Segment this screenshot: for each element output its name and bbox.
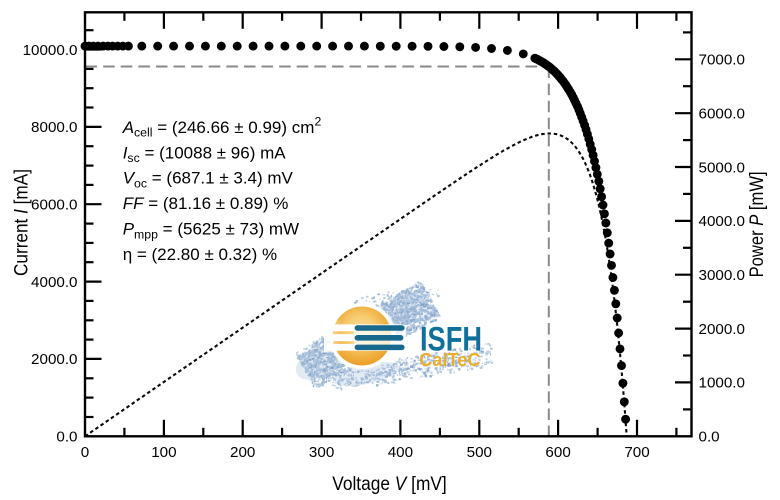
svg-text:7000.0: 7000.0 (699, 52, 745, 69)
svg-text:500: 500 (467, 444, 492, 461)
svg-text:Pmpp = (5625 ± 73) mW: Pmpp = (5625 ± 73) mW (123, 220, 299, 242)
svg-text:6000.0: 6000.0 (699, 106, 745, 123)
svg-text:6000.0: 6000.0 (31, 197, 77, 214)
svg-text:5000.0: 5000.0 (699, 159, 745, 176)
svg-text:4000.0: 4000.0 (31, 274, 77, 291)
svg-text:Isc = (10088 ± 96) mA: Isc = (10088 ± 96) mA (123, 143, 287, 165)
svg-text:10000.0: 10000.0 (23, 42, 78, 59)
svg-text:Acell = (246.66 ± 0.99) cm2: Acell = (246.66 ± 0.99) cm2 (122, 114, 322, 139)
svg-text:FF = (81.16 ± 0.89) %: FF = (81.16 ± 0.89) % (123, 194, 289, 213)
svg-text:4000.0: 4000.0 (699, 213, 745, 230)
svg-text:300: 300 (309, 444, 334, 461)
svg-text:0.0: 0.0 (699, 429, 720, 446)
svg-text:Current I [mA]: Current I [mA] (11, 169, 33, 276)
svg-text:η = (22.80 ± 0.32) %: η = (22.80 ± 0.32) % (123, 245, 277, 264)
svg-text:2000.0: 2000.0 (699, 321, 745, 338)
svg-text:ISFH: ISFH (420, 320, 482, 358)
svg-text:Voc = (687.1 ± 3.4) mV: Voc = (687.1 ± 3.4) mV (123, 169, 294, 191)
svg-text:2000.0: 2000.0 (31, 351, 77, 368)
svg-text:700: 700 (624, 444, 649, 461)
svg-text:600: 600 (545, 444, 570, 461)
svg-text:400: 400 (388, 444, 413, 461)
svg-text:Voltage V [mV]: Voltage V [mV] (332, 473, 446, 495)
svg-text:200: 200 (230, 444, 255, 461)
svg-text:CalTeC: CalTeC (419, 350, 480, 370)
svg-text:0.0: 0.0 (56, 429, 77, 446)
svg-text:1000.0: 1000.0 (699, 375, 745, 392)
svg-text:3000.0: 3000.0 (699, 267, 745, 284)
svg-text:8000.0: 8000.0 (31, 119, 77, 136)
svg-text:100: 100 (151, 444, 176, 461)
svg-text:0: 0 (81, 444, 89, 461)
svg-text:Power P [mW]: Power P [mW] (746, 171, 768, 277)
